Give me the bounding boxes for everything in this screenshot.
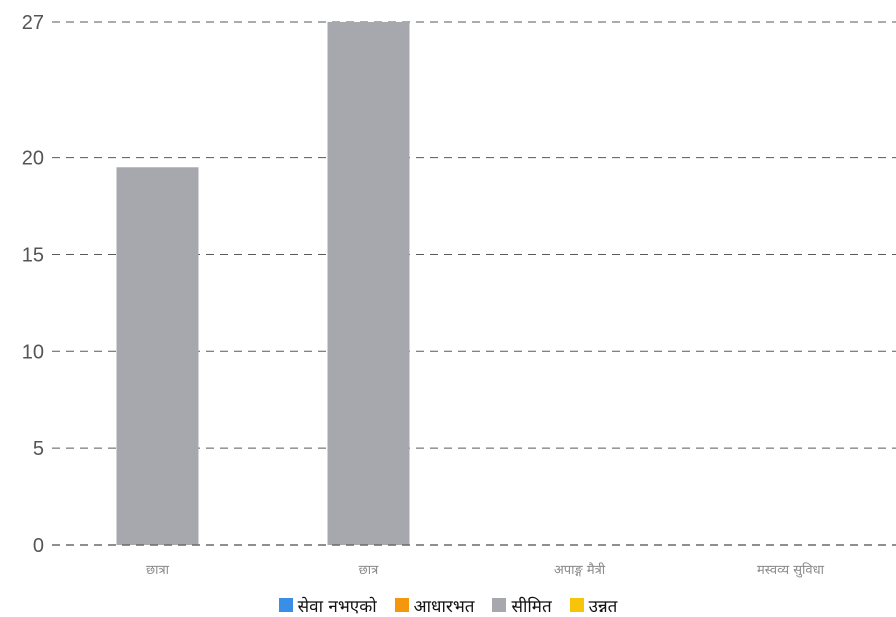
legend-item: उन्नत [569, 594, 618, 617]
legend-swatch [492, 598, 507, 612]
x-tick-label: छात्र [359, 563, 379, 578]
legend-label: सेवा नभएको [297, 596, 377, 617]
y-tick-label: 0 [33, 535, 44, 557]
y-tick-label: 27 [22, 12, 44, 34]
legend-swatch [278, 598, 293, 612]
legend-swatch [394, 598, 409, 612]
x-tick-label: अपाङ्ग मैत्री [554, 562, 606, 578]
legend-label: उन्नत [588, 596, 618, 617]
y-axis-ticks: 0 5 10 15 20 27 [22, 12, 44, 557]
x-tick-label: छात्रा [146, 563, 170, 578]
y-tick-label: 5 [33, 438, 44, 460]
y-tick-label: 20 [22, 148, 44, 170]
legend-label: सीमित [511, 596, 552, 617]
bar [327, 22, 410, 545]
y-tick-label: 10 [22, 341, 44, 363]
y-tick-label: 15 [22, 244, 44, 266]
legend-label: आधारभत [413, 596, 475, 617]
x-axis-ticks: छात्रा छात्र अपाङ्ग मैत्री मस्वव्य सुविधा [146, 562, 825, 578]
x-tick-label: मस्वव्य सुविधा [757, 562, 825, 578]
legend: सेवा नभएको आधारभत सीमित उन्नत [0, 594, 896, 617]
legend-item: आधारभत [394, 594, 475, 617]
bar [116, 167, 199, 545]
legend-item: सीमित [492, 594, 552, 617]
legend-swatch [569, 598, 584, 612]
bars [116, 22, 410, 545]
legend-item: सेवा नभएको [278, 594, 377, 617]
